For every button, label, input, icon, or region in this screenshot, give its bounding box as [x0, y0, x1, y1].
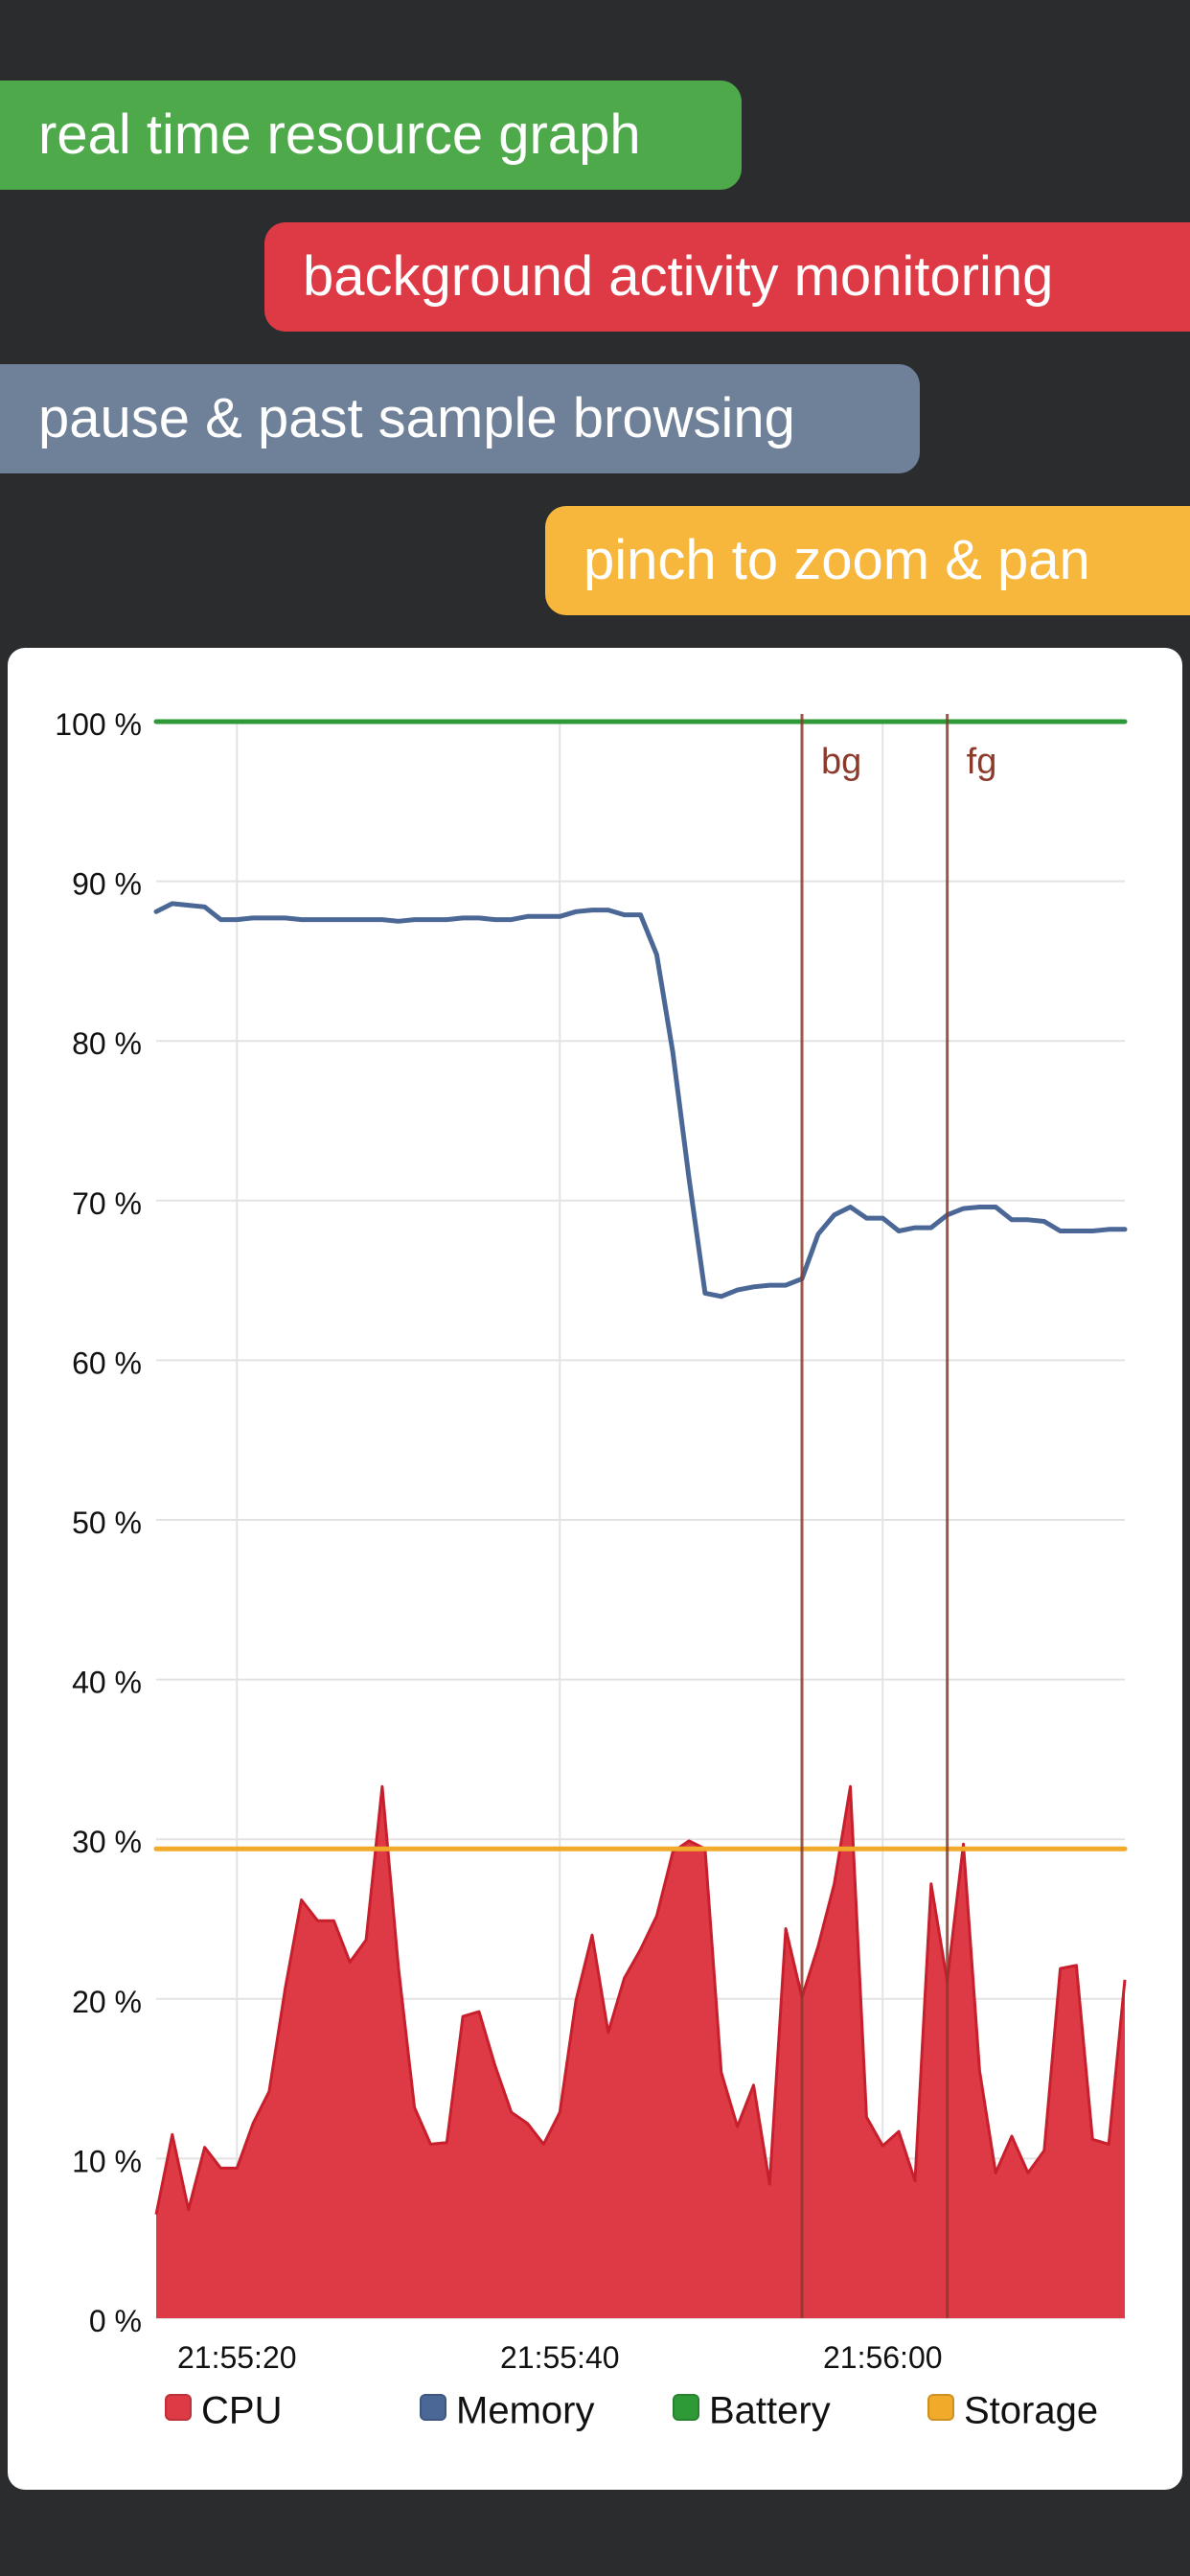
banner-label: pinch to zoom & pan — [584, 529, 1090, 591]
legend-item-storage[interactable]: Storage — [927, 2386, 1099, 2432]
banner-label: background activity monitoring — [303, 245, 1054, 308]
marker-bg-label: bg — [821, 742, 861, 782]
legend-label: Battery — [709, 2389, 831, 2432]
memory-series-line — [153, 901, 1128, 1300]
legend-item-battery[interactable]: Battery — [673, 2386, 831, 2432]
legend-label: Memory — [456, 2389, 595, 2432]
x-tick-label: 21:55:20 — [177, 2340, 297, 2375]
y-tick-label: 90 % — [72, 867, 142, 902]
x-tick-label: 21:56:00 — [823, 2340, 943, 2375]
y-tick-label: 20 % — [72, 1985, 142, 2019]
y-tick-label: 40 % — [72, 1666, 142, 1700]
y-tick-label: 60 % — [72, 1346, 142, 1380]
banner-real-time-resource-graph: real time resource graph — [0, 80, 742, 190]
legend-label: CPU — [201, 2389, 283, 2432]
resource-graph-card[interactable]: bg fg 0 % 10 % 20 % 30 % 40 % 50 % 60 % 70 % 80 %… — [8, 648, 1182, 2490]
legend-swatch-icon — [420, 2394, 446, 2422]
banner-label: pause & past sample browsing — [38, 387, 795, 449]
legend-label: Storage — [964, 2389, 1099, 2432]
x-tick-label: 21:55:40 — [500, 2340, 620, 2375]
y-tick-label: 80 % — [72, 1026, 142, 1061]
y-tick-label: 0 % — [89, 2304, 142, 2338]
y-tick-label: 30 % — [72, 1825, 142, 1859]
banner-pinch-to-zoom-pan: pinch to zoom & pan — [545, 506, 1190, 615]
y-tick-label: 50 % — [72, 1506, 142, 1540]
y-tick-label: 70 % — [72, 1186, 142, 1221]
cpu-area — [156, 1786, 1125, 2318]
banner-background-activity-monitoring: background activity monitoring — [264, 222, 1190, 332]
banner-label: real time resource graph — [38, 104, 641, 166]
legend-item-memory[interactable]: Memory — [420, 2386, 595, 2432]
legend-swatch-icon — [673, 2394, 699, 2422]
y-tick-label: 100 % — [55, 707, 142, 742]
legend-swatch-icon — [165, 2394, 192, 2422]
legend-item-cpu[interactable]: CPU — [165, 2386, 283, 2432]
marker-fg-label: fg — [967, 742, 997, 782]
legend-swatch-icon — [927, 2394, 954, 2422]
resource-chart[interactable]: bg fg 0 % 10 % 20 % 30 % 40 % 50 % 60 % 70 % 80 %… — [8, 648, 1182, 2490]
y-tick-label: 10 % — [72, 2144, 142, 2178]
banner-pause-past-sample-browsing: pause & past sample browsing — [0, 364, 920, 473]
cpu-series-line — [154, 1784, 1127, 2215]
